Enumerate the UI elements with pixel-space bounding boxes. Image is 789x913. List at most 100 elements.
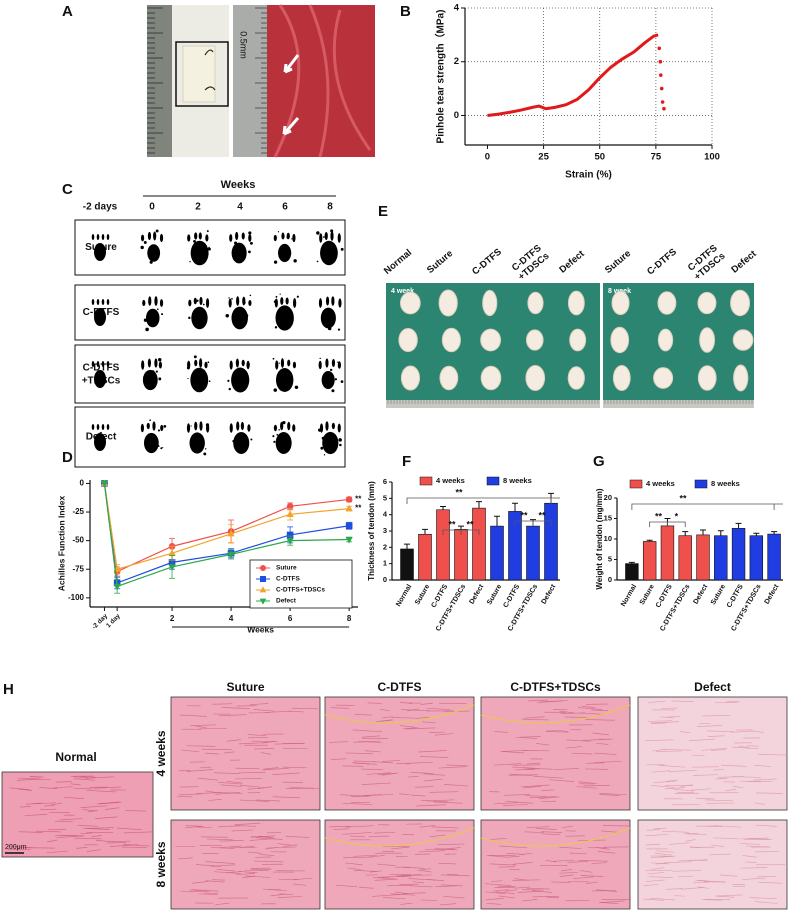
- footprint: [273, 231, 297, 264]
- fiber: [247, 734, 266, 737]
- footprint: [273, 293, 299, 331]
- fiber: [377, 876, 405, 878]
- fiber: [523, 785, 542, 789]
- x-tick-label: 75: [651, 152, 662, 163]
- fiber: [345, 825, 374, 828]
- legend-swatch: [694, 479, 708, 489]
- footprint-toe: [338, 298, 342, 308]
- fiber: [406, 708, 420, 712]
- fiber: [282, 766, 308, 769]
- footprint-speck: [207, 361, 210, 364]
- fiber: [46, 850, 68, 854]
- fiber: [329, 825, 352, 828]
- footprint-toe: [101, 424, 105, 430]
- footprint-heel: [231, 306, 248, 330]
- gross-column: C-DTFS: [645, 247, 679, 278]
- fiber: [221, 707, 250, 710]
- error-bar: [404, 543, 410, 549]
- fiber: [673, 788, 694, 792]
- footprint-heel: [190, 367, 209, 393]
- footprint-toe: [247, 424, 251, 432]
- bar: [696, 534, 710, 581]
- fiber: [71, 775, 88, 779]
- marker: [662, 106, 666, 111]
- fiber: [18, 788, 33, 791]
- fiber: [580, 875, 604, 877]
- footprint-heel: [275, 368, 294, 392]
- fiber: [87, 810, 98, 813]
- tendon: [732, 329, 754, 351]
- tendon: [610, 326, 630, 354]
- footprint-heel: [142, 369, 158, 391]
- footprint-speck: [316, 260, 319, 263]
- fiber: [218, 781, 242, 785]
- footprint-heel: [233, 431, 250, 455]
- footprint-heel: [321, 370, 335, 390]
- footprint-speck: [157, 429, 161, 432]
- fiber: [272, 796, 300, 799]
- fiber: [680, 731, 691, 734]
- footprint-speck: [231, 297, 233, 300]
- significance-bracket: [532, 520, 552, 526]
- fiber: [192, 881, 209, 884]
- fiber: [215, 792, 240, 795]
- error-bar: [476, 501, 482, 509]
- fiber: [197, 777, 218, 781]
- footprint-speck: [246, 378, 250, 382]
- footprint-toe: [229, 234, 233, 242]
- footprint-toe: [331, 358, 336, 368]
- fiber: [559, 710, 574, 714]
- fiber: [753, 764, 771, 767]
- fiber: [263, 767, 279, 770]
- fiber: [647, 720, 672, 722]
- footprint-toe: [241, 359, 245, 367]
- fiber: [180, 890, 210, 893]
- fiber: [648, 700, 666, 703]
- footprint-speck: [278, 429, 280, 431]
- bar: [436, 509, 450, 581]
- fiber: [651, 770, 670, 773]
- footprint-speck: [327, 326, 332, 331]
- fiber: [80, 776, 96, 778]
- tendon: [699, 327, 716, 353]
- x-tick-label: Defect: [693, 583, 710, 606]
- panel-label: G: [593, 453, 605, 470]
- fiber: [86, 789, 116, 793]
- footprint-speck: [337, 328, 341, 331]
- footprint-speck: [198, 246, 201, 249]
- footprint-toe: [287, 359, 291, 367]
- bar: [472, 507, 486, 581]
- fiber: [361, 782, 391, 785]
- legend-label: 4 weeks: [436, 476, 465, 485]
- fiber: [342, 765, 364, 767]
- fiber: [582, 738, 610, 741]
- footprint-toe: [160, 424, 164, 432]
- fiber: [654, 827, 666, 830]
- legend-label: 8 weeks: [711, 479, 740, 488]
- fiber: [240, 845, 255, 848]
- footprint: [188, 296, 210, 330]
- fiber: [494, 802, 519, 805]
- fiber: [51, 802, 62, 806]
- footprint-speck: [160, 447, 163, 450]
- fiber: [745, 861, 757, 863]
- fiber: [751, 730, 764, 733]
- fiber: [253, 860, 284, 863]
- fiber: [520, 736, 541, 738]
- fiber: [749, 897, 777, 899]
- bar: [418, 533, 432, 581]
- y-tick-label: 0: [383, 575, 387, 584]
- photo-ruler: [603, 400, 754, 408]
- histology-normal: Normal: [55, 750, 96, 764]
- fiber: [345, 752, 373, 755]
- footprint-toe: [325, 421, 329, 431]
- footprint-speck: [286, 235, 290, 239]
- fiber: [423, 773, 445, 776]
- footprint-toe: [101, 234, 105, 240]
- footprint-speck: [208, 246, 210, 249]
- fiber: [347, 867, 362, 871]
- fiber: [77, 825, 98, 827]
- fiber: [702, 714, 730, 717]
- footprint-toe: [337, 423, 341, 433]
- fiber: [655, 850, 675, 853]
